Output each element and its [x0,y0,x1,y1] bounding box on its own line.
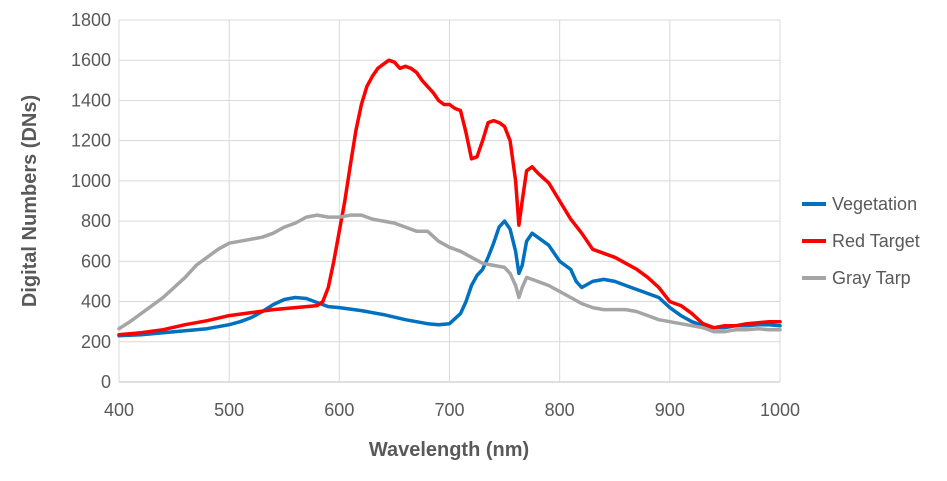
y-tick-label: 200 [81,332,111,352]
x-tick-label: 600 [324,400,354,420]
legend-label: Red Target [832,231,920,251]
series-line-gray-tarp [117,213,782,334]
y-tick-label: 1000 [71,171,111,191]
x-tick-label: 700 [434,400,464,420]
y-tick-label: 0 [101,372,111,392]
x-tick-label: 500 [214,400,244,420]
x-tick-label: 400 [104,400,134,420]
legend-label: Vegetation [832,194,917,214]
series-line-vegetation [117,219,782,338]
y-axis-title: Digital Numbers (DNs) [19,95,41,307]
x-tick-label: 900 [655,400,685,420]
y-tick-label: 400 [81,292,111,312]
series-line-red-target [117,58,782,337]
legend-label: Gray Tarp [832,268,911,288]
y-tick-label: 1800 [71,10,111,30]
y-tick-label: 800 [81,211,111,231]
y-tick-label: 1400 [71,90,111,110]
legend: Vegetation Red Target Gray Tarp [802,194,920,288]
x-tick-label: 1000 [760,400,800,420]
axes: 0 200 400 600 800 1000 1200 1400 1600 1800 400 500 6… [71,10,800,420]
x-tick-label: 800 [545,400,575,420]
y-tick-label: 600 [81,251,111,271]
series-lines [117,58,782,338]
x-axis-title: Wavelength (nm) [369,439,529,461]
y-tick-label: 1200 [71,131,111,151]
y-tick-label: 1600 [71,50,111,70]
